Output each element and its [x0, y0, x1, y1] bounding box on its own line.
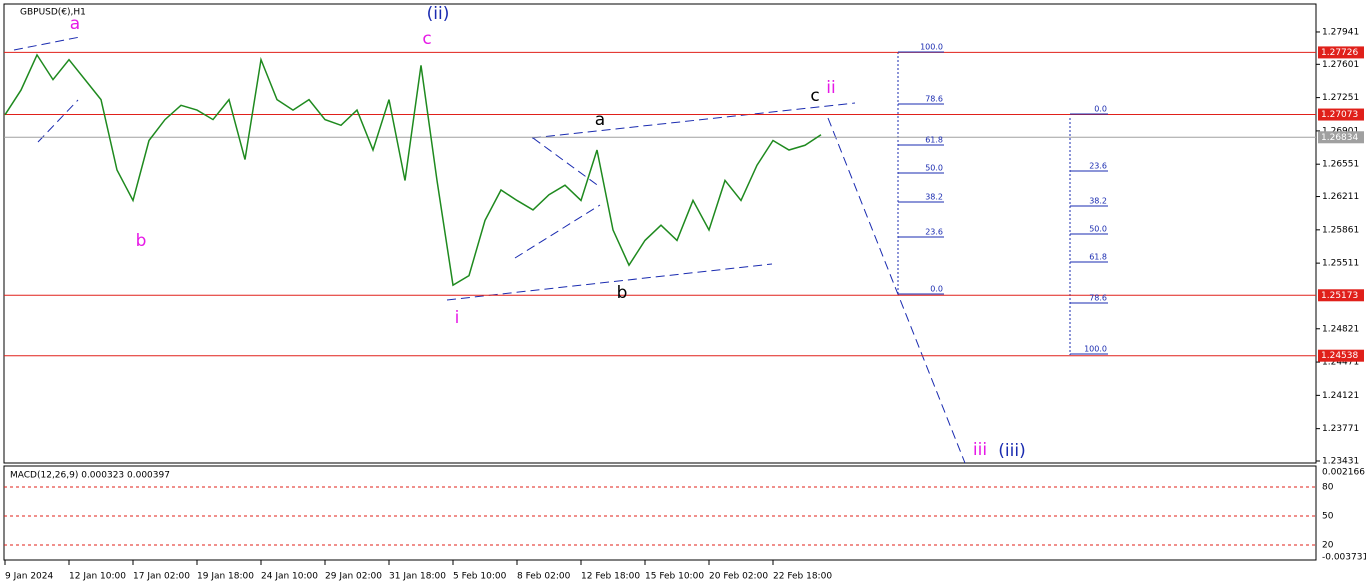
price-tag: [1318, 108, 1364, 121]
macd-axis-label: -0.003731: [1322, 553, 1366, 563]
trend-line: [532, 137, 601, 188]
price-tag-label: 1.27073: [1321, 110, 1358, 120]
wave-label: (iii): [998, 441, 1025, 461]
price-tag-label: 1.25173: [1321, 291, 1358, 301]
fib-label: 100.0: [920, 43, 943, 52]
fib-label: 78.6: [925, 95, 943, 104]
x-tick-label: 24 Jan 10:00: [261, 572, 318, 582]
x-tick-label: 8 Feb 02:00: [517, 572, 571, 582]
trend-line: [446, 263, 773, 301]
macd-axis-label: 50: [1322, 512, 1334, 522]
y-tick-label: 1.24121: [1322, 391, 1359, 401]
y-tick-label: 1.23431: [1322, 457, 1359, 467]
y-tick-label: 1.25511: [1322, 259, 1359, 269]
chart-title: GBPUSD(€),H1: [20, 8, 86, 18]
price-tag: [1318, 349, 1364, 362]
y-tick-label: 1.26551: [1322, 160, 1359, 170]
price-tag: [1318, 131, 1364, 144]
price-tag-label: 1.26834: [1321, 133, 1358, 143]
x-tick-label: 17 Jan 02:00: [133, 572, 190, 582]
wave-label: b: [136, 231, 147, 251]
price-tag-label: 1.27726: [1321, 48, 1358, 58]
wave-label: ii: [826, 78, 835, 98]
y-tick-label: 1.27941: [1322, 27, 1359, 37]
trend-line: [531, 102, 856, 139]
fib-label: 50.0: [1089, 225, 1107, 234]
fib-label: 0.0: [930, 285, 943, 294]
x-tick-label: 12 Jan 10:00: [69, 572, 126, 582]
x-tick-label: 29 Jan 02:00: [325, 572, 382, 582]
wave-label: a: [70, 14, 80, 34]
price-tag: [1318, 46, 1364, 59]
wave-label: c: [422, 29, 431, 49]
y-tick-label: 1.24471: [1322, 358, 1359, 368]
wave-label: (ii): [427, 4, 450, 24]
fib-label: 23.6: [1089, 162, 1107, 171]
macd-frame: [3, 465, 1317, 561]
fib-label: 61.8: [925, 136, 943, 145]
y-tick-label: 1.25861: [1322, 225, 1359, 235]
y-tick-label: 1.27251: [1322, 93, 1359, 103]
wave-label: b: [617, 283, 628, 303]
y-tick-label: 1.23771: [1322, 424, 1359, 434]
wave-label: i: [455, 308, 460, 328]
fib-label: 78.6: [1089, 294, 1107, 303]
trend-line: [13, 36, 81, 51]
wave-label: iii: [973, 440, 987, 460]
trend-lines: [13, 36, 966, 464]
x-tick-label: 5 Feb 10:00: [453, 572, 507, 582]
macd-axis-label: 0.002166: [1322, 468, 1365, 478]
macd-title: MACD(12,26,9) 0.000323 0.000397: [10, 471, 170, 481]
plot-frame: [3, 3, 1317, 464]
trend-line: [514, 204, 601, 259]
fib-label: 38.2: [925, 193, 943, 202]
y-tick-label: 1.27601: [1322, 60, 1359, 70]
fib-label: 38.2: [1089, 197, 1107, 206]
y-tick-label: 1.26211: [1322, 192, 1359, 202]
price-line-series: [4, 53, 822, 287]
x-tick-label: 9 Jan 2024: [5, 572, 53, 582]
x-tick-label: 20 Feb 02:00: [709, 572, 768, 582]
x-tick-label: 22 Feb 18:00: [773, 572, 832, 582]
x-tick-label: 12 Feb 18:00: [581, 572, 640, 582]
fib-label: 23.6: [925, 228, 943, 237]
fib-label: 61.8: [1089, 253, 1107, 262]
fib-label: 0.0: [1094, 105, 1107, 114]
fib-label: 100.0: [1084, 345, 1107, 354]
wave-label: a: [595, 110, 605, 130]
projection-line: [827, 117, 966, 464]
macd-axis-label: 80: [1322, 483, 1334, 493]
trend-line: [37, 99, 79, 143]
macd-axis-label: 20: [1322, 541, 1334, 551]
x-tick-label: 31 Jan 18:00: [389, 572, 446, 582]
price-tag: [1318, 289, 1364, 302]
fib-label: 50.0: [925, 164, 943, 173]
x-tick-label: 19 Jan 18:00: [197, 572, 254, 582]
y-tick-label: 1.24821: [1322, 324, 1359, 334]
x-tick-label: 15 Feb 10:00: [645, 572, 704, 582]
wave-label: c: [810, 86, 819, 106]
price-tag-label: 1.24538: [1321, 351, 1358, 361]
